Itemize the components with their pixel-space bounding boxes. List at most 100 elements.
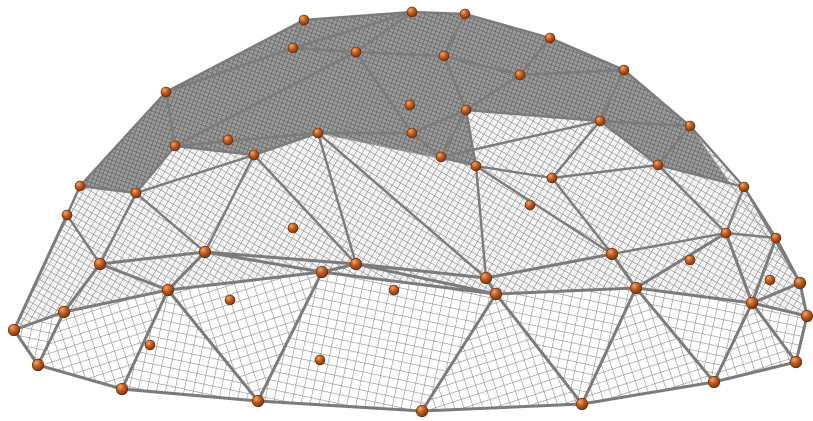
dome-strut [134,144,177,195]
dome-node [684,254,696,266]
dome-strut [794,314,809,364]
dome-strut [166,250,207,292]
dome-node [315,265,329,279]
dome-strut [62,288,170,314]
dome-node [460,104,472,116]
dome-strut [98,262,170,292]
dome-strut [36,363,124,391]
dome-strut [474,164,554,180]
dome-strut [463,12,552,40]
dome-node [349,257,363,271]
dome-node [605,247,619,261]
dome-node [406,6,418,18]
dome-strut [203,250,358,266]
dome-node [470,160,482,172]
dome-node [93,257,107,271]
dome-strut [474,164,614,256]
dome-nodes [7,6,813,418]
dome-strut [750,301,809,318]
dome-strut [550,163,660,180]
dome-node [479,271,493,285]
dome-strut [78,184,138,195]
dome-strut [724,231,778,240]
dome-strut [320,270,498,296]
dome-strut [291,46,358,54]
dome-node [287,42,299,54]
dome-strut [464,108,602,123]
dome-strut [164,90,177,148]
dome-strut [550,176,614,256]
dome-strut [173,50,358,148]
dome-node [406,127,418,139]
dome-node [764,274,776,286]
dome-node [489,287,503,301]
dome-node [720,227,732,239]
dome-strut [580,286,638,406]
dome-strut [712,360,798,384]
dome-strut [750,236,778,305]
dome-strut [439,155,478,168]
dome-strut [166,270,324,292]
dome-strut [173,131,320,148]
dome-strut [750,281,802,305]
dome-strut [439,119,602,159]
dome-strut [548,36,626,72]
dome-strut [439,108,468,159]
dome-strut [442,12,467,58]
dome-strut [688,124,746,189]
dome-strut [252,131,320,157]
dome-node [514,69,526,81]
dome-node [198,245,212,259]
dome-node [144,339,156,351]
dome-strut [256,270,324,403]
dome-strut [12,213,69,332]
dome-strut [420,402,584,413]
dome-strut [120,387,260,403]
dome-strut [750,301,798,364]
dome-strut [78,90,168,188]
dome-node [61,209,73,221]
dome-strut [291,10,414,50]
dome-node [594,115,606,127]
dome-node [314,354,326,366]
dome-strut [164,18,306,94]
dome-strut [203,250,324,274]
dome-strut [494,286,638,296]
dome-strut [494,292,584,406]
dome-node [130,187,142,199]
dome-node [57,305,71,319]
dome-node [388,284,400,296]
dome-node [738,181,750,193]
dome-strut [65,213,102,266]
dome-strut [550,119,602,180]
dome-strut [442,54,468,112]
dome-node [298,14,310,26]
dome-strut [410,131,443,159]
dome-node [160,86,172,98]
dome-strut [203,153,256,254]
dome-strut [354,50,446,58]
dome-strut [442,54,522,77]
dome-strut [656,163,728,235]
dome-node [629,281,643,295]
dome-strut [410,108,468,135]
dome-strut [656,163,746,189]
dome-strut [354,50,414,135]
dome-strut [724,231,754,305]
dome-node [524,199,536,211]
dome-strut [256,399,424,413]
dome-node [312,127,324,139]
dome-node [251,394,265,408]
dome-strut [12,310,66,332]
dome-node [652,159,664,171]
dome-strut [622,68,692,128]
dome-strut [354,262,488,280]
dome-strut [464,108,478,168]
dome-strut [134,191,207,254]
dome-node [459,8,471,20]
dome-strut [98,250,207,266]
dome-node [350,46,362,58]
dome-node [435,151,447,163]
dome-strut [316,131,488,280]
dome-node [789,355,803,369]
